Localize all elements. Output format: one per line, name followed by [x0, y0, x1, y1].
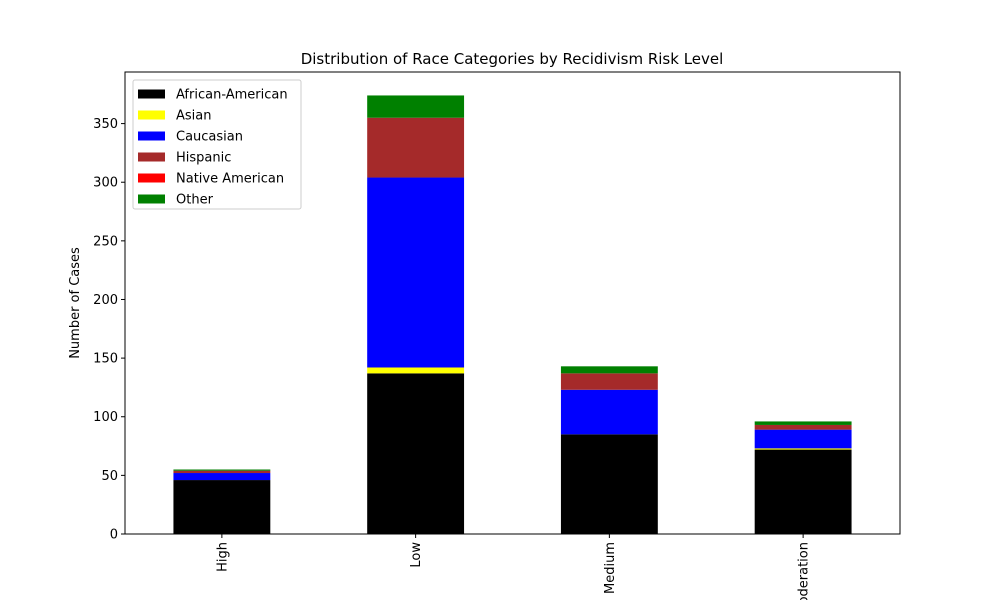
x-tick-label: Moderation	[797, 542, 812, 600]
legend-swatch	[138, 131, 165, 141]
legend-label: Native American	[176, 172, 284, 187]
legend-swatch	[138, 194, 165, 204]
legend-label: Other	[176, 193, 214, 208]
bar-segment	[560, 366, 658, 374]
y-tick-label: 100	[93, 410, 118, 425]
legend-label: Hispanic	[176, 151, 231, 166]
legend-label: Asian	[176, 109, 211, 124]
bar-segment	[754, 449, 852, 534]
bar-segment	[754, 421, 852, 425]
bar-segment	[173, 469, 271, 471]
legend-label: Caucasian	[176, 130, 243, 145]
bar-segment	[754, 448, 852, 450]
x-axis: High Low Medium Moderation	[215, 534, 812, 600]
y-tick-label: 250	[93, 234, 118, 249]
bar-segment	[560, 434, 658, 534]
plot-frame	[124, 71, 901, 535]
bar-segment	[367, 367, 465, 374]
bar-segment	[367, 373, 465, 534]
bar-segment	[754, 424, 852, 430]
legend-frame	[132, 79, 302, 210]
y-axis-label: Number of Cases	[68, 247, 83, 359]
bar-segment	[173, 473, 271, 481]
legend-swatch	[138, 152, 165, 162]
x-tick-label: Medium	[603, 542, 618, 594]
y-tick-label: 150	[93, 352, 118, 367]
bar-segment	[367, 95, 465, 118]
legend-swatch	[138, 89, 165, 99]
bar-segment	[560, 373, 658, 390]
chart-title: Distribution of Race Categories by Recid…	[301, 50, 724, 68]
legend-swatch	[138, 173, 165, 183]
y-tick-label: 200	[93, 293, 118, 308]
legend: African-American Asian Caucasian Hispanic Na…	[132, 79, 302, 210]
x-tick-label: Low	[409, 542, 424, 568]
bar-segment	[754, 429, 852, 449]
bar-segment	[173, 470, 271, 474]
bar-segment	[560, 389, 658, 435]
y-tick-label: 300	[93, 176, 118, 191]
bar-segment	[173, 480, 271, 534]
x-tick-label: High	[215, 542, 230, 572]
y-axis: 0 50 100 150 200 250 300 350	[93, 117, 125, 543]
bar-segment	[367, 117, 465, 178]
legend-label: African-American	[176, 88, 288, 103]
bars-group	[173, 95, 852, 534]
y-tick-label: 350	[93, 117, 118, 132]
y-tick-label: 0	[110, 528, 118, 543]
legend-swatch	[138, 110, 165, 120]
bar-segment	[367, 177, 465, 368]
y-tick-label: 50	[101, 469, 118, 484]
